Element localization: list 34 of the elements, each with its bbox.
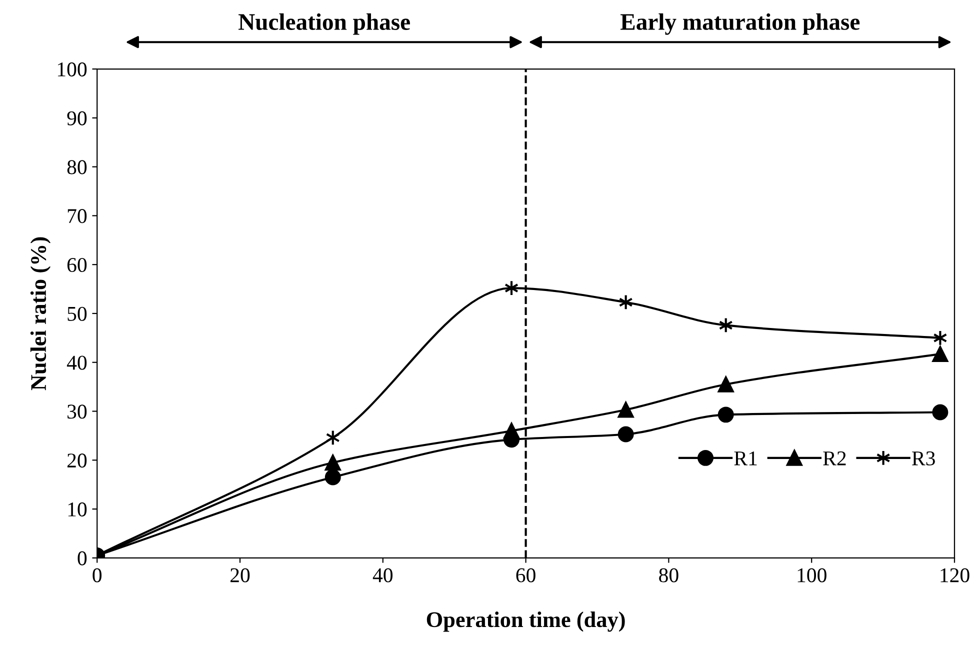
y-tick-label: 80 [67,160,87,174]
y-tick-label: 60 [67,258,87,272]
x-tick-label: 120 [940,568,970,582]
text: Nucleation phase [238,13,410,35]
y-tick-label: 40 [66,356,87,370]
y-tick-label: 30 [68,404,87,419]
point [718,406,734,423]
y-tick-label: 90 [67,111,87,126]
point [324,469,341,486]
x-tick-label: 100 [798,568,826,582]
legend-label: R3 [912,451,935,466]
legend-label: R1 [734,451,757,466]
x-tick-label: 0 [92,568,102,582]
y-tick-label: 100 [58,62,87,76]
point [504,422,520,439]
point [932,404,948,420]
x-tick-label: 60 [516,568,536,582]
y-axis-title: Nuclei ratio (%) [30,237,51,390]
point [932,346,948,362]
x-tick-label: 20 [230,568,250,582]
y-tick-label: 0 [78,551,87,566]
point [324,454,341,471]
text: Early maturation phase [620,13,860,35]
legend-label: R2 [823,451,846,466]
point [718,376,734,392]
y-tick-label: 50 [68,306,87,321]
y-tick-label: 70 [68,209,87,224]
point [618,402,634,418]
point [618,426,634,442]
y-tick-label: 20 [67,454,87,468]
y-tick-label: 10 [68,502,87,516]
x-tick-label: 40 [372,568,393,582]
x-axis-title: Operation time (day) [426,612,625,632]
x-tick-label: 80 [659,568,678,582]
